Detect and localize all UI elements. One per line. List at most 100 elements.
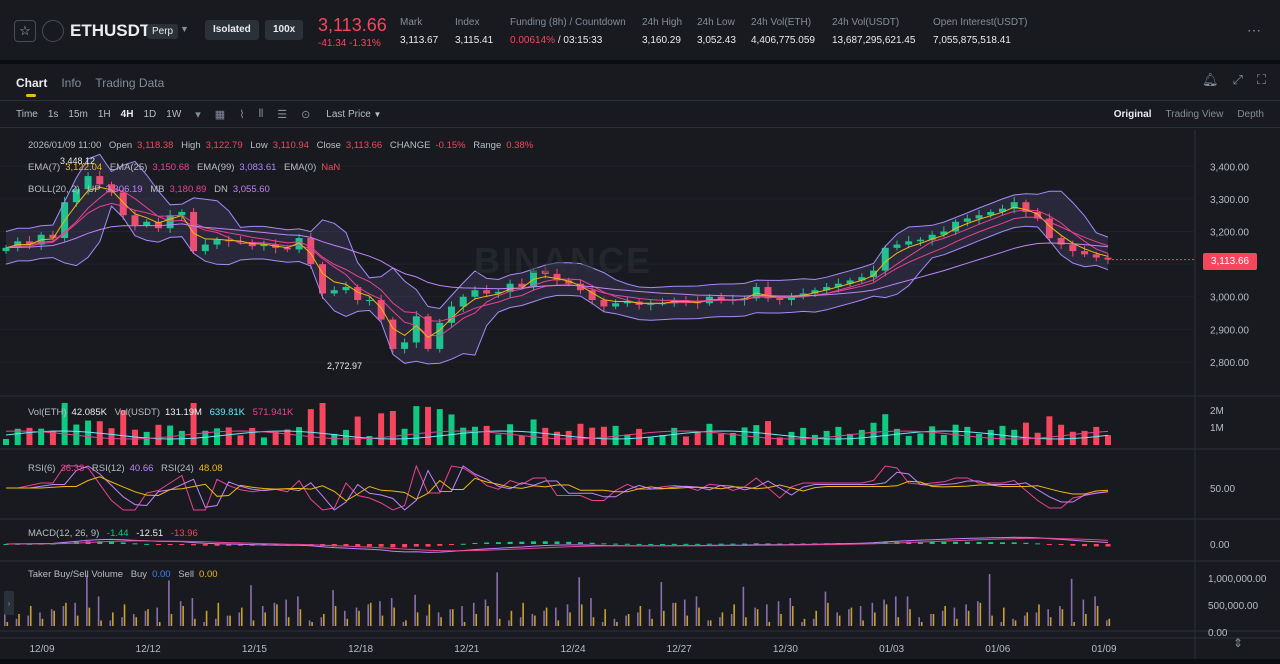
favorite-star-icon[interactable]: ☆ bbox=[14, 20, 36, 42]
expand-icon[interactable]: ⤢ bbox=[1232, 72, 1243, 87]
taker-buy-bar bbox=[390, 598, 393, 626]
interval-time[interactable]: Time bbox=[16, 108, 38, 120]
view-depth[interactable]: Depth bbox=[1237, 109, 1264, 120]
symbol-name[interactable]: ETHUSDT bbox=[70, 21, 151, 40]
more-options-icon[interactable]: ⋯ bbox=[1247, 22, 1262, 38]
taker-sell-bar bbox=[815, 610, 818, 626]
fullscreen-icon[interactable]: ⛶ bbox=[1256, 72, 1266, 87]
taker-sell-bar bbox=[991, 615, 993, 626]
macd-histogram-bar bbox=[988, 542, 994, 544]
taker-sell-bar bbox=[463, 622, 466, 626]
stat-index[interactable]: Index 3,115.41 bbox=[455, 17, 493, 46]
leverage-button[interactable]: 100x bbox=[265, 20, 304, 40]
taker-buy-bar bbox=[871, 602, 874, 626]
candle-body bbox=[1022, 202, 1030, 212]
volume-ma2-line bbox=[5, 430, 1109, 440]
macd-histogram-bar bbox=[1070, 544, 1076, 546]
interval-1d[interactable]: 1D bbox=[143, 108, 157, 120]
calendar-icon[interactable]: ▦ bbox=[214, 108, 226, 121]
candle-body bbox=[377, 300, 385, 320]
settings-list-icon[interactable]: ☰ bbox=[277, 108, 288, 121]
macd-histogram-bar bbox=[109, 541, 115, 544]
price-source-select[interactable]: Last Price ▼ bbox=[326, 109, 381, 120]
stat-value: 3,113.67 bbox=[400, 35, 439, 46]
volume-bar bbox=[237, 435, 244, 445]
taker-buy-bar bbox=[766, 604, 768, 626]
target-icon[interactable]: ⊙ bbox=[301, 108, 311, 121]
ohlc-change: -0.15% bbox=[435, 140, 466, 151]
volume-bar bbox=[987, 429, 994, 445]
chart-type-icon[interactable]: ⫴ bbox=[258, 107, 264, 120]
symbol-dropdown-chevron-icon[interactable]: ▼ bbox=[180, 24, 189, 34]
volume-bar bbox=[1105, 435, 1111, 445]
time-axis-tick: 12/18 bbox=[348, 644, 373, 655]
taker-sell-bar bbox=[827, 602, 829, 626]
taker-sell-bar bbox=[674, 602, 677, 626]
taker-sell-bar bbox=[1049, 617, 1052, 626]
stat-open-interest[interactable]: Open Interest(USDT) 7,055,875,518.41 bbox=[933, 17, 1027, 46]
macd-histogram-bar bbox=[542, 541, 548, 544]
view-trading-view[interactable]: Trading View bbox=[1165, 109, 1224, 120]
candle-body bbox=[283, 247, 291, 250]
time-axis-tick: 12/30 bbox=[773, 644, 798, 655]
taker-buy-bar bbox=[496, 572, 498, 626]
volume-bar bbox=[976, 433, 983, 445]
macd-histogram-bar bbox=[97, 541, 103, 544]
boll-dn-label: DN bbox=[214, 184, 228, 195]
taker-sell-bar bbox=[698, 607, 700, 626]
macd-histogram-bar bbox=[648, 543, 654, 545]
macd-dea-line bbox=[6, 537, 1109, 552]
margin-mode-button[interactable]: Isolated bbox=[205, 20, 259, 40]
tab-chart[interactable]: Chart bbox=[16, 76, 48, 90]
volume-bar bbox=[108, 428, 115, 445]
tab-info[interactable]: Info bbox=[61, 76, 82, 90]
taker-buy-bar bbox=[719, 617, 721, 626]
price-axis-tick: 3,200.00 bbox=[1210, 228, 1249, 239]
interval-1s[interactable]: 1s bbox=[47, 108, 59, 120]
ticker-header: ☆ ETHUSDT Perp ▼ Isolated 100x 3,113.66 … bbox=[0, 0, 1280, 60]
interval-1h[interactable]: 1H bbox=[97, 108, 111, 120]
macd-histogram-bar bbox=[964, 541, 970, 544]
boll-mb-value: 3,180.89 bbox=[169, 184, 207, 195]
candle-body bbox=[401, 342, 409, 349]
candle-body bbox=[963, 218, 971, 222]
indicator-icon[interactable]: ⌇ bbox=[239, 108, 245, 121]
taker-sell-bar bbox=[334, 606, 337, 626]
taker-buy-bar bbox=[308, 620, 311, 626]
volume-bar bbox=[425, 406, 432, 445]
interval-1w[interactable]: 1W bbox=[166, 108, 182, 120]
view-original[interactable]: Original bbox=[1113, 109, 1152, 120]
ema25-value: 3,150.68 bbox=[152, 162, 190, 173]
time-axis-tick: 01/09 bbox=[1091, 644, 1116, 655]
tab-trading-data[interactable]: Trading Data bbox=[95, 76, 165, 90]
bell-icon[interactable]: 🔔︎ bbox=[1201, 72, 1219, 87]
reset-zoom-icon[interactable]: ⇕ bbox=[1233, 636, 1244, 650]
volume-bar bbox=[1058, 424, 1065, 445]
macd-histogram-bar bbox=[167, 544, 173, 545]
candle-body bbox=[600, 300, 608, 307]
interval-dropdown-chevron-icon[interactable]: ▾ bbox=[195, 108, 201, 121]
taker-sell-bar bbox=[1014, 620, 1017, 626]
interval-4h[interactable]: 4H bbox=[120, 108, 134, 120]
taker-sell-bar bbox=[569, 612, 571, 626]
price-chart-svg[interactable]: 3,400.003,300.003,200.003,100.003,000.00… bbox=[0, 130, 1280, 659]
taker-sell-bar bbox=[1073, 622, 1075, 626]
volume-bar bbox=[882, 414, 889, 445]
vol-eth-label: Vol(ETH) bbox=[28, 407, 67, 418]
volume-bar bbox=[331, 433, 338, 445]
vol-usdt-value: 131.19M bbox=[165, 407, 202, 418]
candle-body bbox=[307, 238, 315, 265]
candle-body bbox=[213, 239, 221, 245]
macd-histogram-bar bbox=[237, 544, 243, 546]
candle-body bbox=[447, 306, 455, 323]
taker-sell-bar bbox=[885, 604, 888, 626]
scroll-left-handle[interactable]: › bbox=[4, 591, 14, 615]
taker-sell-bar bbox=[920, 622, 923, 626]
taker-sell-bar bbox=[909, 609, 911, 626]
interval-15m[interactable]: 15m bbox=[68, 108, 88, 120]
volume-bar bbox=[155, 424, 162, 445]
taker-sell-bar bbox=[967, 610, 970, 626]
chart-area[interactable]: 3,400.003,300.003,200.003,100.003,000.00… bbox=[0, 130, 1280, 659]
taker-sell-bar bbox=[874, 612, 876, 626]
stat-24h-low: 24h Low 3,052.43 bbox=[697, 17, 736, 46]
